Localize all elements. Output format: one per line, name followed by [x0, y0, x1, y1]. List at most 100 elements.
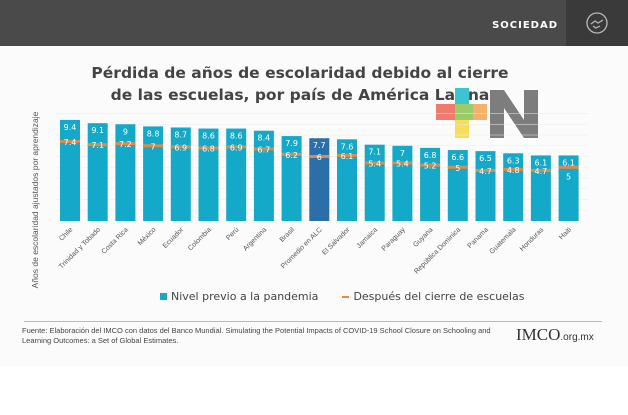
value-label-post: 7.1 — [91, 141, 104, 150]
value-label-post: 6.1 — [341, 152, 354, 161]
bar-3 — [143, 126, 164, 221]
value-label-pre: 8.6 — [202, 132, 215, 141]
value-label-post: 7.2 — [119, 140, 132, 149]
marker-7 — [253, 147, 274, 151]
value-label-pre: 6.1 — [535, 158, 548, 167]
value-label-pre: 8.7 — [174, 130, 187, 139]
value-label-pre: 7.1 — [368, 148, 381, 157]
x-tick-label: Ecuador — [162, 226, 186, 250]
value-label-post: 6.8 — [202, 144, 215, 153]
value-label-pre: 9.4 — [64, 123, 77, 132]
value-label-post: 6 — [317, 153, 322, 162]
marker-14 — [447, 165, 468, 169]
marker-11 — [364, 161, 385, 165]
bar-5 — [198, 128, 219, 221]
bar-18 — [558, 155, 579, 221]
value-label-pre: 9 — [123, 127, 128, 136]
legend-item-post: Después del cierre de escuelas — [342, 290, 524, 303]
marker-1 — [87, 143, 108, 147]
marker-10 — [337, 153, 357, 157]
tn-logo — [436, 88, 538, 138]
marker-8 — [281, 152, 302, 156]
x-tick-label: Guatemala — [488, 226, 517, 255]
x-tick-label: Colombia — [187, 226, 213, 252]
legend: Nivel previo a la pandemia Después del c… — [160, 290, 524, 303]
x-tick-label: Paraguay — [381, 226, 407, 252]
marker-6 — [226, 145, 247, 149]
bar-6 — [226, 128, 247, 221]
legend-swatch-bar — [160, 293, 167, 300]
marker-3 — [143, 144, 164, 148]
x-tick-label: Perú — [225, 226, 240, 241]
value-label-pre: 6.3 — [507, 156, 520, 165]
bar-9 — [309, 138, 330, 221]
marker-0 — [60, 139, 80, 143]
x-tick-label: Chile — [58, 226, 74, 242]
bar-7 — [253, 130, 274, 221]
marker-16 — [503, 167, 524, 171]
bar-0 — [60, 119, 80, 221]
value-label-pre: 8.4 — [258, 134, 271, 143]
value-label-pre: 9.1 — [91, 126, 104, 135]
section-label[interactable]: SOCIEDAD — [492, 20, 558, 31]
value-label-pre: 6.5 — [479, 154, 492, 163]
value-label-post: 5.4 — [368, 159, 381, 168]
source-note: Fuente: Elaboración del IMCO con datos d… — [22, 326, 491, 345]
bar-1 — [87, 123, 108, 221]
bar-2 — [115, 124, 136, 221]
header-bar: SOCIEDAD — [0, 0, 628, 46]
y-axis-label: Años de escolaridad ajustados por aprend… — [30, 111, 40, 288]
marker-12 — [392, 161, 413, 165]
x-tick-label: Jamaica — [356, 226, 379, 249]
value-label-post: 6.9 — [174, 143, 187, 152]
value-label-pre: 6.6 — [451, 153, 464, 162]
value-label-post: 4.7 — [479, 167, 492, 176]
value-label-post: 4.8 — [507, 166, 520, 175]
x-tick-label: Panama — [467, 226, 490, 249]
value-label-post: 5 — [566, 172, 571, 181]
value-label-pre: 6.8 — [424, 151, 437, 160]
value-label-post: 6.2 — [285, 151, 298, 160]
marker-18 — [558, 165, 579, 169]
imco-logo: IMCO.org.mx — [516, 325, 594, 344]
x-tick-label: Guyana — [412, 226, 434, 248]
value-label-pre: 6.1 — [562, 158, 575, 167]
value-label-post: 5 — [455, 164, 460, 173]
handshake-icon — [566, 0, 628, 46]
value-label-post: 5.4 — [396, 159, 409, 168]
x-tick-label: Brasil — [279, 226, 297, 244]
divider — [24, 321, 602, 322]
x-tick-label: Honduras — [519, 226, 546, 253]
x-tick-label: Haiti — [558, 226, 573, 241]
marker-2 — [115, 142, 136, 146]
value-label-pre: 7 — [400, 149, 405, 158]
bar-15 — [475, 151, 496, 221]
bar-10 — [337, 139, 357, 221]
legend-item-pre: Nivel previo a la pandemia — [160, 290, 318, 303]
value-label-post: 7 — [151, 142, 156, 151]
value-label-post: 6.7 — [258, 145, 271, 154]
value-label-pre: 7.7 — [313, 141, 326, 150]
value-label-post: 7.4 — [64, 138, 77, 147]
marker-13 — [420, 163, 441, 167]
marker-4 — [170, 145, 191, 149]
bar-8 — [281, 136, 302, 221]
bar-4 — [170, 127, 191, 221]
value-label-post: 5.2 — [424, 162, 437, 171]
value-label-pre: 7.6 — [341, 142, 354, 151]
bar-12 — [392, 145, 413, 221]
x-tick-label: Argentina — [242, 226, 268, 252]
legend-swatch-line — [342, 296, 350, 298]
chart-title: Pérdida de años de escolaridad debido al… — [91, 64, 509, 104]
x-tick-label: Costa Rica — [101, 226, 130, 255]
marker-17 — [530, 168, 551, 172]
value-label-post: 4.7 — [535, 167, 548, 176]
marker-15 — [475, 168, 496, 172]
marker-5 — [198, 146, 219, 150]
value-label-post: 6.9 — [230, 143, 243, 152]
x-tick-label: República Dominica — [413, 226, 462, 275]
value-label-pre: 7.9 — [285, 139, 298, 148]
x-tick-label: México — [137, 226, 158, 247]
marker-9 — [309, 155, 330, 158]
